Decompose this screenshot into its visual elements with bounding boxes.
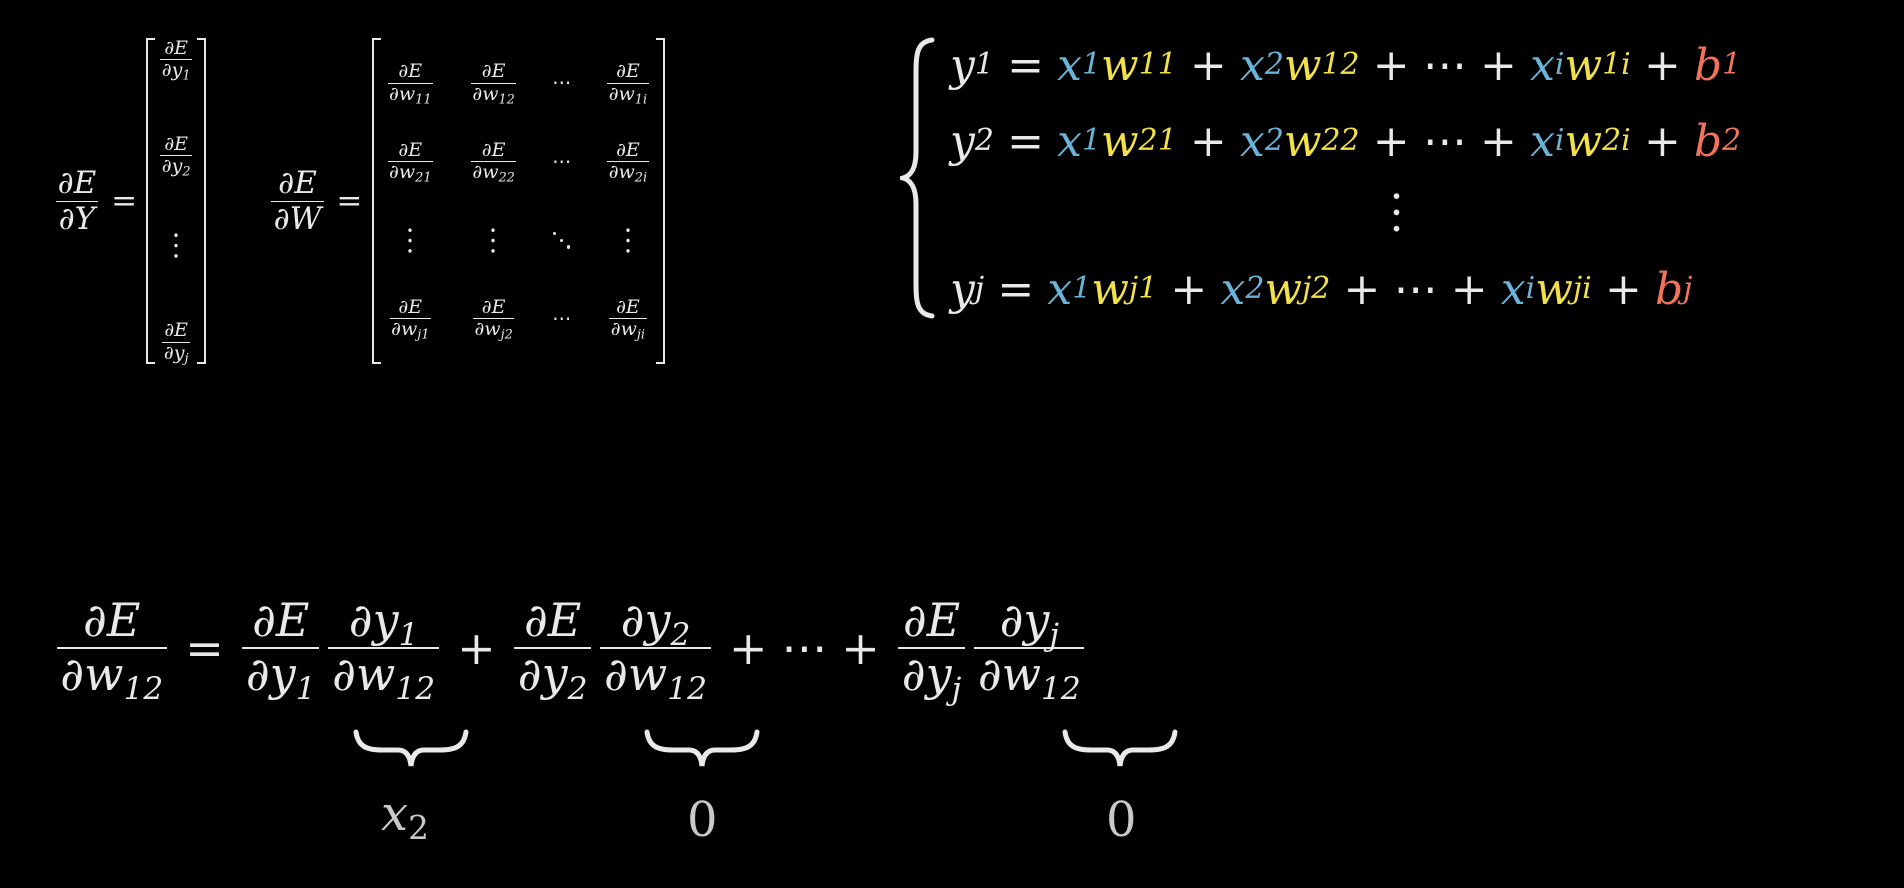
mat-entry-w22: ∂E ∂w22 <box>470 138 517 186</box>
label-zero-term-2: 0 <box>687 792 718 848</box>
dy2-dw12-fraction: ∂y2 ∂w12 <box>600 595 711 704</box>
equation-vertical-dots <box>1390 188 1404 237</box>
mat-entry-w11: ∂E ∂w11 <box>387 60 434 108</box>
dE-dw12-fraction: ∂E ∂w12 <box>56 595 167 704</box>
vertical-dots <box>171 230 181 261</box>
vec-entry-y1: ∂E ∂y1 <box>160 37 193 84</box>
horizontal-dots: ⋯ <box>552 72 572 95</box>
underbrace-term-1 <box>353 729 469 767</box>
label-x2: x2 <box>381 786 429 848</box>
dE-dW-matrix: ∂E ∂w11 ∂E ∂w12 ⋯ ∂E ∂w1i ∂E ∂w21 ∂E ∂w22 ⋯ ∂… <box>371 38 665 364</box>
equals-sign: = <box>111 183 138 219</box>
dE-dY-expression: ∂E ∂Y = ∂E ∂y1 ∂E ∂y2 ∂E ∂yj <box>52 37 206 367</box>
dy1-dw12-fraction: ∂y1 ∂w12 <box>328 595 439 704</box>
label-zero-term-j: 0 <box>1106 792 1137 848</box>
chain-rule-equation: ∂E ∂w12 = ∂E ∂y1 ∂y1 ∂w12 + ∂E ∂y2 ∂y2 ∂… <box>52 578 1089 718</box>
mat-entry-w21: ∂E ∂w21 <box>387 138 434 186</box>
dyj-dw12-fraction: ∂yj ∂w12 <box>974 595 1085 704</box>
mat-entry-wj2: ∂E ∂wj2 <box>472 295 515 343</box>
vec-entry-yj: ∂E ∂yj <box>162 319 190 367</box>
dE-dy2-fraction: ∂E ∂y2 <box>514 595 592 704</box>
mat-entry-w1i: ∂E ∂w1i <box>607 60 649 108</box>
mat-entry-w12: ∂E ∂w12 <box>470 60 517 108</box>
mat-entry-wj1: ∂E ∂wj1 <box>389 295 431 343</box>
dE-dyj-fraction: ∂E ∂yj <box>898 595 965 704</box>
dE-dW-fraction: ∂E ∂W <box>271 165 324 236</box>
diagonal-dots <box>553 231 571 249</box>
vec-entry-y2: ∂E ∂y2 <box>160 133 193 180</box>
vertical-dots <box>406 224 415 256</box>
left-curly-brace <box>900 37 935 319</box>
dE-dY-vector: ∂E ∂y1 ∂E ∂y2 ∂E ∂yj <box>146 37 206 367</box>
vertical-dots <box>489 224 498 256</box>
horizontal-dots: ⋯ <box>552 307 572 330</box>
mat-entry-wji: ∂E ∂wji <box>609 295 647 343</box>
dE-dY-fraction: ∂E ∂Y <box>56 164 98 237</box>
underbrace-term-2 <box>644 729 760 767</box>
underbrace-term-j <box>1062 729 1178 767</box>
mat-entry-w2i: ∂E ∂w2i <box>607 138 649 186</box>
vertical-dots <box>623 224 633 256</box>
equals-sign: = <box>336 183 363 219</box>
dE-dy1-fraction: ∂E ∂y1 <box>242 595 320 704</box>
horizontal-dots: ⋯ <box>552 150 572 173</box>
dE-dW-expression: ∂E ∂W = ∂E ∂w11 ∂E ∂w12 ⋯ ∂E ∂w1i ∂E ∂w21 ∂E… <box>268 38 665 364</box>
